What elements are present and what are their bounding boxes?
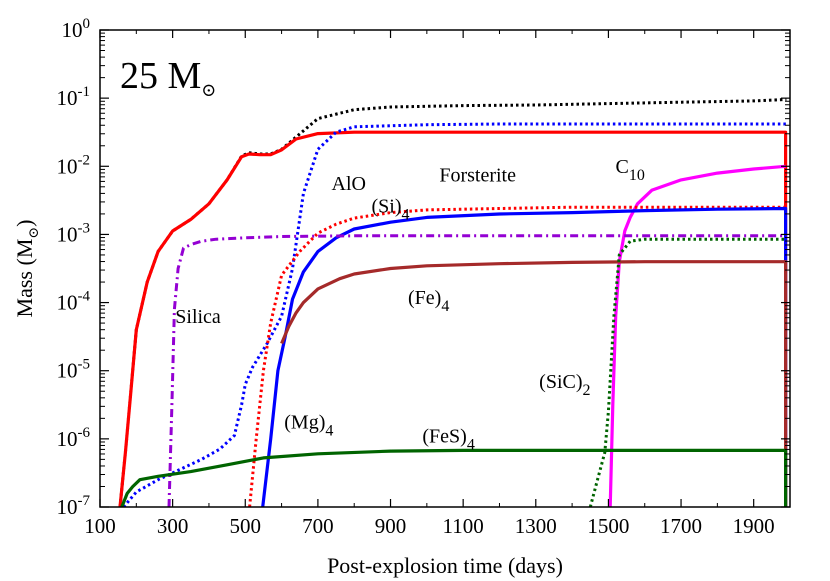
panel-label: 25 M⊙ — [120, 55, 216, 100]
series-si4 — [248, 205, 787, 507]
x-tick-label: 100 — [84, 514, 116, 538]
series-forsterite — [118, 130, 788, 507]
x-tick-label: 300 — [157, 514, 189, 538]
annotation-forsterite: Forsterite — [439, 164, 516, 186]
x-tick-label: 1500 — [587, 514, 629, 538]
x-tick-label: 1700 — [660, 514, 702, 538]
series-silica — [167, 234, 787, 507]
annotation-mg4: (Mg)4 — [284, 412, 333, 440]
series-layer — [118, 98, 788, 507]
y-tick-label: 100 — [62, 16, 91, 42]
plot-frame — [99, 29, 791, 508]
y-tick-label: 10-7 — [57, 493, 91, 519]
series-sic2 — [588, 237, 787, 507]
y-tick-label: 10-1 — [57, 84, 91, 110]
axes-layer: 100 300 500 700 900 1100 1300 1500 1700 190010010… — [12, 16, 791, 578]
y-tick-label: 10-5 — [57, 357, 91, 383]
annotations-layer: 25 M⊙ Forsterite C10 AlO (Si)4 Silica (Fe)4 (Si… — [120, 55, 645, 453]
y-tick-label: 10-3 — [57, 220, 91, 246]
annotation-alo: AlO — [332, 173, 366, 195]
y-tick-label: 10-4 — [57, 289, 91, 315]
annotation-fes4: (FeS)4 — [422, 425, 474, 453]
annotation-si4: (Si)4 — [372, 196, 410, 224]
y-axis-title: Mass (M⊙) — [12, 220, 42, 318]
y-tick-label: 10-2 — [57, 152, 91, 178]
series-c10 — [608, 164, 786, 507]
series-mg4 — [261, 206, 788, 507]
series-alo — [122, 122, 787, 507]
x-tick-label: 1100 — [443, 514, 484, 538]
x-tick-label: 700 — [302, 514, 334, 538]
annotation-silica: Silica — [175, 306, 221, 328]
series-fes4 — [120, 448, 788, 507]
x-axis-title: Post-explosion time (days) — [327, 553, 563, 578]
y-tick-label: 10-6 — [57, 425, 91, 451]
x-tick-label: 1900 — [733, 514, 775, 538]
x-tick-label: 500 — [230, 514, 262, 538]
series-fe4 — [280, 260, 788, 507]
annotation-c10: C10 — [616, 156, 645, 184]
x-tick-label: 900 — [375, 514, 407, 538]
annotation-sic2: (SiC)2 — [539, 371, 590, 399]
annotation-fe4: (Fe)4 — [408, 287, 449, 315]
x-tick-label: 1300 — [515, 514, 557, 538]
